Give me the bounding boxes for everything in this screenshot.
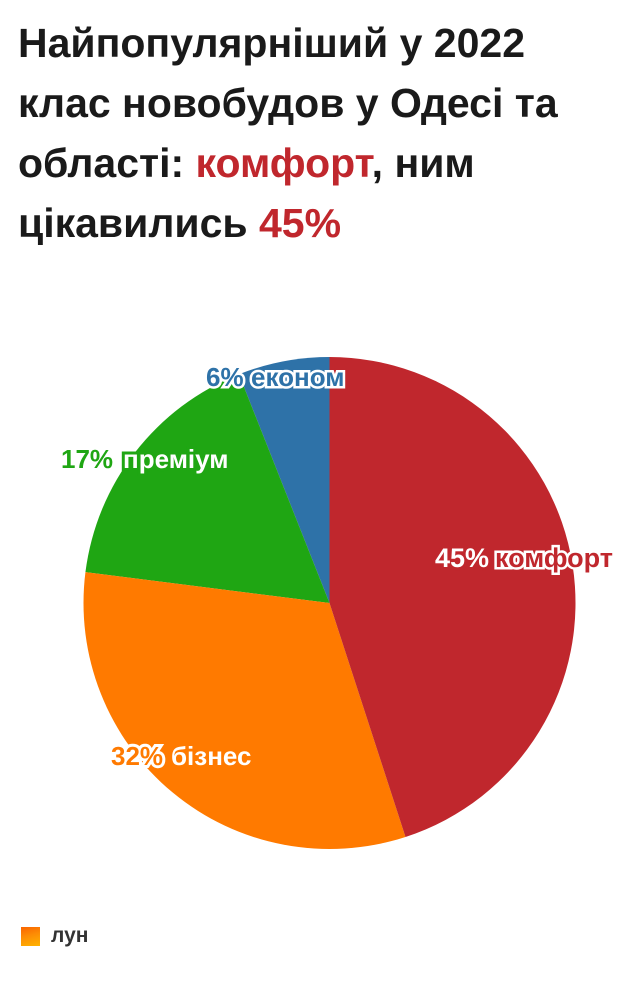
svg-text:17%: 17% (61, 444, 113, 474)
svg-text:преміум: преміум (123, 444, 229, 474)
svg-text:32%: 32% (111, 741, 163, 771)
svg-text:бізнес: бізнес (171, 741, 252, 771)
svg-text:45%: 45% (435, 543, 489, 573)
svg-text:економ: економ (251, 362, 345, 392)
svg-text:комфорт: комфорт (495, 543, 613, 573)
svg-text:6%: 6% (206, 362, 244, 392)
